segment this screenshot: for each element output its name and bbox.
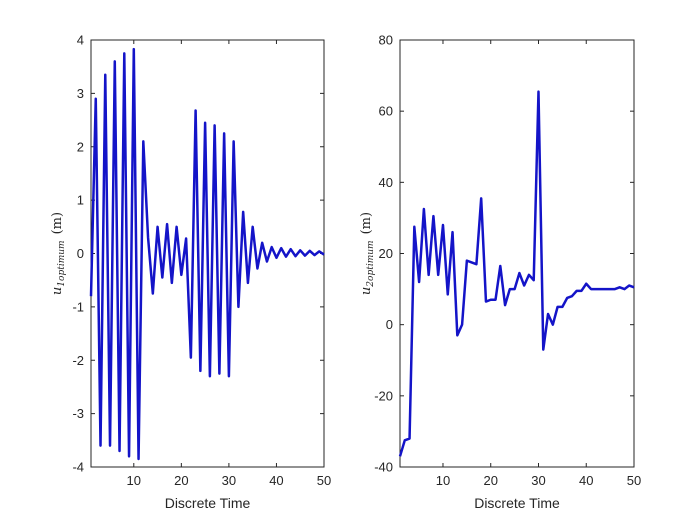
left-y-tick-label: 3 <box>77 86 84 101</box>
left-y-tick-label: -4 <box>72 460 84 475</box>
right-x-tick-label: 20 <box>484 473 498 488</box>
left-y-tick-label: 1 <box>77 193 84 208</box>
left-x-axis-label: Discrete Time <box>165 495 251 511</box>
right-axes-box <box>399 39 635 468</box>
right-y-tick-label: 60 <box>379 104 393 119</box>
left-y-tick-label: 0 <box>77 246 84 261</box>
left-y-tick-label: -3 <box>72 406 84 421</box>
left-x-tick-label: 10 <box>127 473 141 488</box>
right-x-tick-label: 40 <box>579 473 593 488</box>
left-y-label-base: u <box>50 287 65 295</box>
right-x-tick-label: 30 <box>531 473 545 488</box>
left-y-tick-label: -1 <box>72 299 84 314</box>
left-y-tick-label: -2 <box>72 353 84 368</box>
left-y-tick-label: 2 <box>77 139 84 154</box>
left-y-label-unit: (m) <box>50 212 65 234</box>
right-y-tick-label: 40 <box>379 175 393 190</box>
left-y-label-sub: 1optimum <box>57 240 67 286</box>
left-x-tick-label: 20 <box>174 473 188 488</box>
right-y-tick-label: 80 <box>379 33 393 48</box>
left-x-tick-label: 50 <box>317 473 331 488</box>
right-y-axis-label: u2optimum (m) <box>359 212 376 295</box>
left-y-tick-label: 4 <box>77 33 84 48</box>
right-y-tick-label: -20 <box>374 388 393 403</box>
left-x-tick-label: 30 <box>222 473 236 488</box>
right-series-line-0 <box>398 90 635 457</box>
left-series-line-0 <box>89 47 325 461</box>
right-y-label-base: u <box>359 287 374 295</box>
left-y-axis-label: u1optimum (m) <box>50 212 67 295</box>
right-y-label-sub: 2optimum <box>366 240 376 287</box>
left-x-tick-label: 40 <box>269 473 283 488</box>
left-subplot: 10 20 30 40 50 -4 -3 -2 -1 0 1 2 3 4 Discrete Time u1op… <box>50 33 331 512</box>
right-subplot: 10 20 30 40 50 -40 -20 0 20 40 60 80 Discrete Time u2… <box>359 33 641 512</box>
right-y-label-unit: (m) <box>359 212 374 234</box>
right-y-tick-label: 20 <box>379 246 393 261</box>
right-x-axis-label: Discrete Time <box>474 495 560 511</box>
right-y-tick-label: 0 <box>386 317 393 332</box>
right-y-tick-label: -40 <box>374 460 393 475</box>
right-x-tick-label: 10 <box>436 473 450 488</box>
right-x-tick-label: 50 <box>627 473 641 488</box>
